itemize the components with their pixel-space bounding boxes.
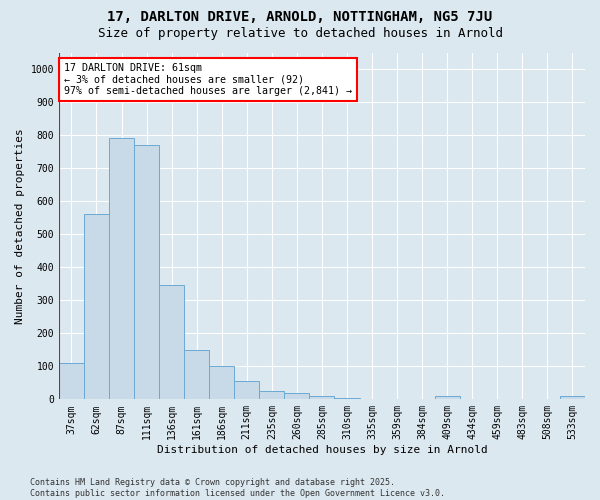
Bar (560, 396, 585, 400)
Text: Size of property relative to detached houses in Arnold: Size of property relative to detached ho… (97, 28, 503, 40)
Bar (310, 396, 334, 400)
X-axis label: Distribution of detached houses by size in Arnold: Distribution of detached houses by size … (157, 445, 487, 455)
Y-axis label: Number of detached properties: Number of detached properties (15, 128, 25, 324)
Text: 17, DARLTON DRIVE, ARNOLD, NOTTINGHAM, NG5 7JU: 17, DARLTON DRIVE, ARNOLD, NOTTINGHAM, N… (107, 10, 493, 24)
Bar (259, 391, 284, 400)
Bar (284, 392, 310, 400)
Bar (159, 286, 184, 400)
Bar (209, 366, 234, 400)
Text: Contains HM Land Registry data © Crown copyright and database right 2025.
Contai: Contains HM Land Registry data © Crown c… (30, 478, 445, 498)
Bar (84, 214, 109, 400)
Bar (334, 398, 359, 400)
Bar (234, 381, 259, 400)
Bar (134, 145, 159, 400)
Bar (109, 138, 134, 400)
Bar (184, 350, 209, 400)
Bar (434, 396, 460, 400)
Bar (59, 363, 84, 400)
Text: 17 DARLTON DRIVE: 61sqm
← 3% of detached houses are smaller (92)
97% of semi-det: 17 DARLTON DRIVE: 61sqm ← 3% of detached… (64, 63, 352, 96)
